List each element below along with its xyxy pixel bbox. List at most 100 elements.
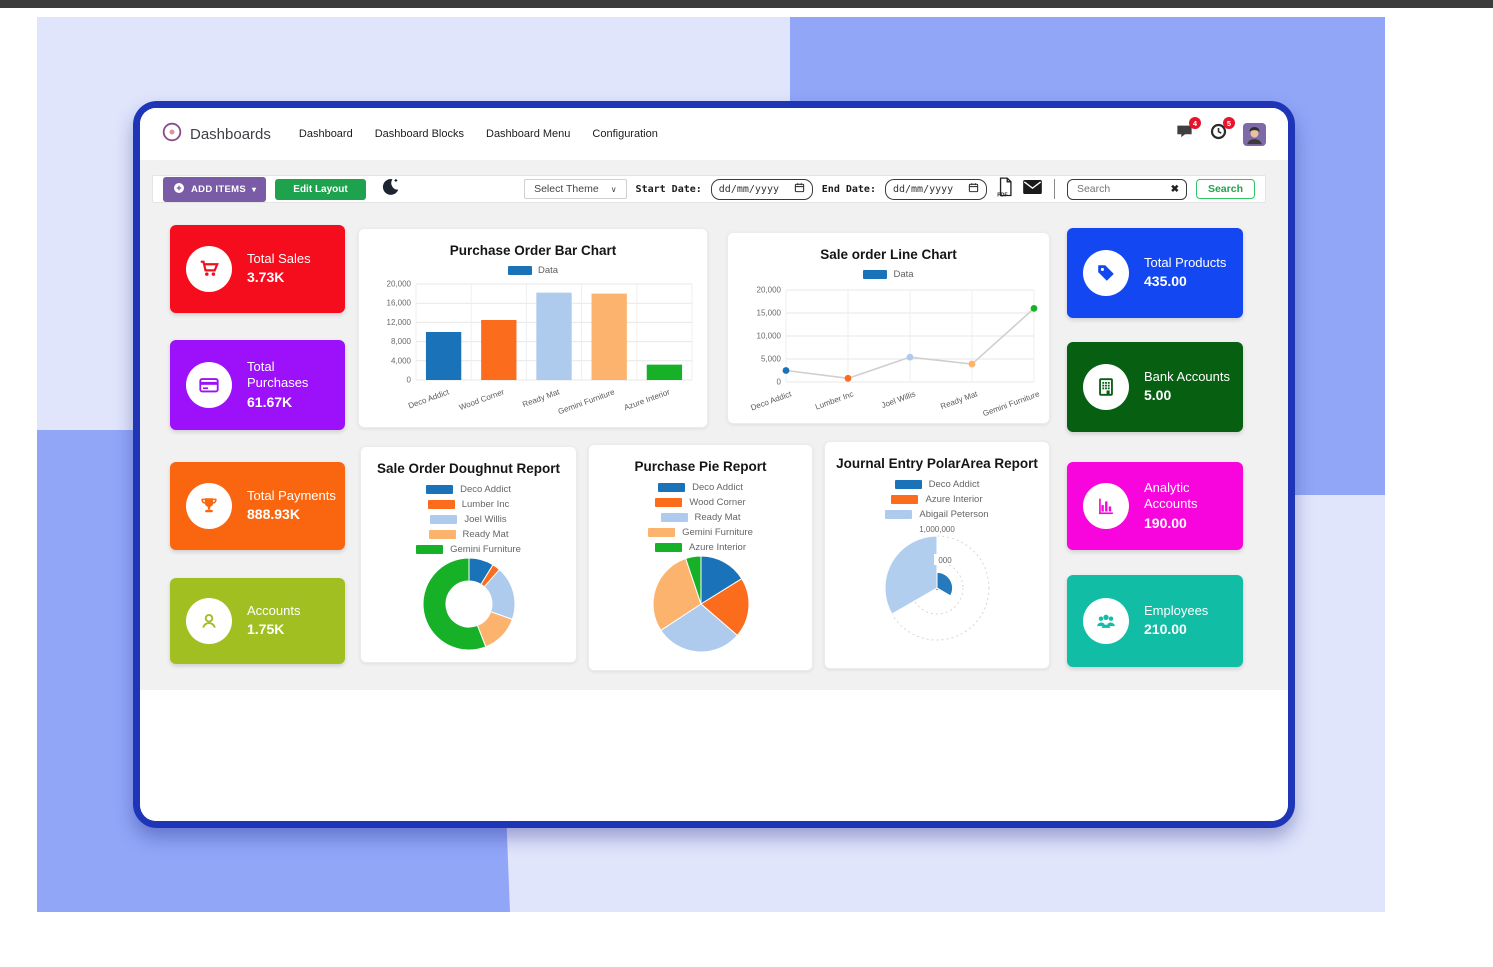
legend-swatch	[658, 483, 686, 492]
legend-label: Joel Willis	[464, 514, 507, 525]
legend-label: Ready Mat	[694, 512, 741, 523]
legend-label: Ready Mat	[462, 529, 509, 540]
legend-item-deco-addict[interactable]: Deco Addict	[426, 484, 511, 495]
pdf-export-icon[interactable]: PDF	[996, 176, 1014, 202]
top-menu: Dashboard Dashboard Blocks Dashboard Menu C…	[299, 128, 658, 140]
svg-text:8,000: 8,000	[391, 337, 412, 346]
kpi-label: Analytic Accounts	[1144, 480, 1198, 512]
select-theme-label: Select Theme	[534, 183, 599, 195]
legend-item-joel-willis[interactable]: Joel Willis	[430, 514, 507, 525]
legend-item-azure-interior[interactable]: Azure Interior	[891, 494, 983, 505]
chart-title: Purchase Pie Report	[634, 459, 767, 474]
journal-entry-polararea-card: Journal Entry PolarArea Report Deco Addi…	[824, 441, 1050, 669]
kpi-card-accounts[interactable]: Accounts 1.75K	[170, 578, 345, 664]
app-brand[interactable]: Dashboards	[162, 122, 271, 147]
end-date-input[interactable]: dd/mm/yyyy	[884, 178, 987, 200]
chart-title: Sale order Line Chart	[820, 247, 957, 262]
legend-label: Deco Addict	[460, 484, 511, 495]
legend-swatch	[891, 495, 919, 504]
kpi-label: Total Payments	[247, 488, 336, 504]
legend-item-deco-addict[interactable]: Deco Addict	[894, 479, 979, 490]
menu-item-dashboard[interactable]: Dashboard	[298, 128, 353, 140]
search-input[interactable]	[1074, 182, 1171, 196]
tag-icon	[1083, 250, 1129, 296]
svg-text:20,000: 20,000	[387, 280, 412, 289]
kpi-card-total-payments[interactable]: Total Payments 888.93K	[170, 462, 345, 550]
svg-text:Gemini Furniture: Gemini Furniture	[557, 387, 617, 416]
legend-label: Lumber Inc	[461, 499, 510, 510]
legend-item-wood-corner[interactable]: Wood Corner	[655, 497, 746, 508]
kpi-card-total-products[interactable]: Total Products 435.00	[1067, 228, 1243, 318]
add-items-button[interactable]: ADD ITEMS ▾	[163, 176, 267, 202]
kpi-value: 3.73K	[247, 269, 285, 286]
kpi-value: 1.75K	[247, 621, 285, 638]
search-box: ✖	[1066, 178, 1187, 200]
svg-text:0: 0	[407, 376, 412, 385]
clear-search-icon[interactable]: ✖	[1170, 183, 1179, 195]
start-date-input[interactable]: dd/mm/yyyy	[710, 178, 813, 200]
search-button[interactable]: Search	[1195, 179, 1255, 199]
mail-icon[interactable]	[1023, 179, 1042, 199]
legend-swatch	[863, 270, 888, 279]
chart-title: Journal Entry PolarArea Report	[836, 456, 1038, 471]
menu-item-configuration[interactable]: Configuration	[592, 128, 658, 140]
kpi-column-right: Total Products 435.00 Bank Accounts 5.00 Ana…	[1067, 228, 1243, 667]
polar-area-chart: 1,000,000 000	[884, 525, 990, 641]
user-avatar[interactable]	[1243, 122, 1266, 146]
trophy-icon	[186, 483, 232, 529]
legend-label: Data	[893, 269, 914, 280]
systray: 4 5	[1175, 117, 1266, 146]
svg-text:16,000: 16,000	[387, 299, 412, 308]
chart-legend: Deco Addict Wood Corner Ready Mat Gemini Fu…	[648, 482, 753, 553]
toolbar-separator	[1053, 179, 1055, 199]
chart-legend[interactable]: Data	[507, 265, 558, 276]
svg-text:Lumber Inc: Lumber Inc	[813, 389, 854, 411]
calendar-icon	[794, 182, 805, 196]
menu-item-dashboard-menu[interactable]: Dashboard Menu	[486, 128, 571, 140]
legend-item-gemini-furniture[interactable]: Gemini Furniture	[648, 527, 753, 538]
svg-text:PDF: PDF	[997, 192, 1007, 196]
kpi-card-analytic-accounts[interactable]: Analytic Accounts 190.00	[1067, 462, 1243, 550]
menu-item-dashboard-blocks[interactable]: Dashboard Blocks	[374, 128, 464, 140]
legend-swatch	[428, 530, 456, 539]
chart-legend: Deco Addict Lumber Inc Joel Willis Ready Ma…	[416, 484, 521, 555]
legend-swatch	[427, 500, 455, 509]
legend-item-ready-mat[interactable]: Ready Mat	[428, 529, 509, 540]
legend-swatch	[507, 266, 532, 275]
edit-layout-button[interactable]: Edit Layout	[275, 178, 366, 200]
legend-item-ready-mat[interactable]: Ready Mat	[660, 512, 741, 523]
svg-text:Wood Corner: Wood Corner	[458, 387, 506, 412]
toolbar: ADD ITEMS ▾ Edit Layout Select Theme ∨	[152, 175, 1266, 203]
legend-item-abigail-peterson[interactable]: Abigail Peterson	[885, 509, 989, 520]
kpi-card-employees[interactable]: Employees 210.00	[1067, 575, 1243, 667]
legend-label: Azure Interior	[925, 494, 983, 505]
chart-legend[interactable]: Data	[863, 269, 914, 280]
svg-text:Joel Willis: Joel Willis	[880, 389, 916, 410]
bar-chart-icon	[1083, 483, 1129, 529]
chart-title: Sale Order Doughnut Report	[376, 461, 560, 476]
dark-mode-toggle[interactable]	[381, 177, 400, 201]
legend-swatch	[426, 485, 454, 494]
kpi-card-total-purchases[interactable]: Total Purchases 61.67K	[170, 340, 345, 430]
activities-button[interactable]: 5	[1209, 117, 1235, 146]
legend-item-azure-interior[interactable]: Azure Interior	[654, 542, 746, 553]
messages-badge: 4	[1189, 117, 1201, 129]
kpi-value: 5.00	[1144, 387, 1172, 404]
messages-button[interactable]: 4	[1175, 117, 1201, 146]
svg-text:Ready Mat: Ready Mat	[521, 387, 561, 409]
chevron-down-icon: ▾	[251, 184, 257, 194]
start-date-value: dd/mm/yyyy	[718, 183, 779, 195]
chart-legend: Deco Addict Azure Interior Abigail Peterso…	[885, 479, 989, 520]
kpi-label: Employees	[1144, 603, 1209, 619]
top-black-bar	[0, 0, 1493, 8]
legend-item-lumber-inc[interactable]: Lumber Inc	[427, 499, 510, 510]
kpi-card-total-sales[interactable]: Total Sales 3.73K	[170, 225, 345, 313]
chart-title: Purchase Order Bar Chart	[449, 243, 617, 258]
legend-item-deco-addict[interactable]: Deco Addict	[658, 482, 743, 493]
kpi-label: Total Sales	[247, 251, 311, 267]
select-theme-dropdown[interactable]: Select Theme ∨	[524, 179, 627, 199]
svg-text:15,000: 15,000	[756, 309, 781, 318]
legend-item-gemini-furniture[interactable]: Gemini Furniture	[416, 544, 521, 555]
end-date-label: End Date:	[821, 183, 876, 195]
kpi-card-bank-accounts[interactable]: Bank Accounts 5.00	[1067, 342, 1243, 432]
